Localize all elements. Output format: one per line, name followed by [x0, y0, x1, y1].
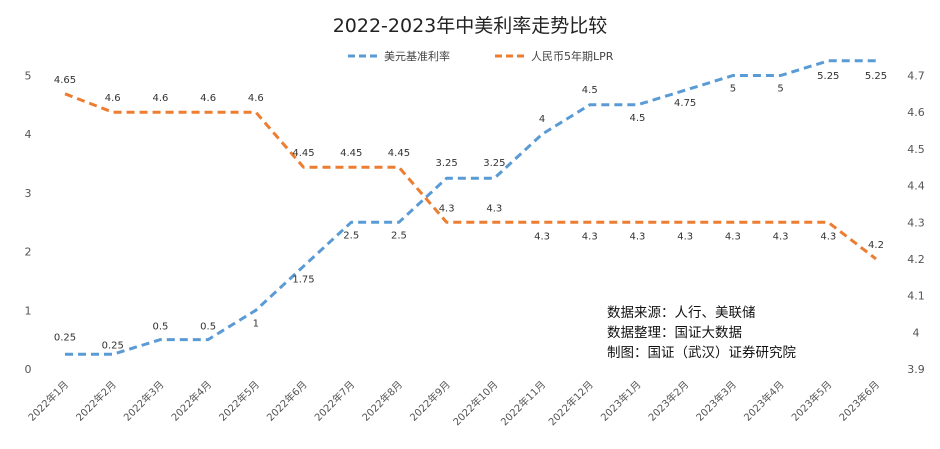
- left-axis: 0 1 2 3 4 5: [25, 70, 32, 377]
- lpr-data-label: 4.3: [534, 231, 550, 242]
- lpr-data-label: 4.45: [292, 148, 314, 159]
- lpr-data-label: 4.6: [248, 93, 264, 104]
- right-tick-label: 4.3: [907, 216, 925, 229]
- right-tick-label: 4.6: [907, 106, 925, 119]
- lpr-data-label: 4.3: [725, 231, 741, 242]
- legend-label-usd: 美元基准利率: [384, 49, 450, 63]
- right-tick-label: 4: [913, 326, 920, 339]
- x-tick-label: 2023年4月: [741, 378, 787, 424]
- chart-title: 2022-2023年中美利率走势比较: [333, 15, 608, 37]
- left-tick-label: 5: [25, 70, 32, 83]
- right-tick-label: 3.9: [907, 363, 925, 376]
- source-notes: 数据来源：人行、美联储 数据整理：国证大数据 制图：国证（武汉）证券研究院: [607, 305, 796, 361]
- x-tick-label: 2023年1月: [598, 378, 644, 424]
- left-tick-label: 4: [25, 128, 32, 141]
- lpr-data-label: 4.3: [630, 231, 646, 242]
- x-tick-label: 2022年9月: [407, 378, 453, 424]
- x-tick-label: 2022年1月: [25, 378, 71, 424]
- x-tick-label: 2023年3月: [693, 378, 739, 424]
- lpr-data-label: 4.45: [340, 148, 362, 159]
- note-source: 数据来源：人行、美联储: [607, 305, 756, 321]
- x-tick-label: 2022年5月: [216, 378, 262, 424]
- right-tick-label: 4.1: [907, 290, 925, 303]
- usd-data-label: 4.5: [630, 113, 646, 124]
- right-axis: 3.9 4 4.1 4.2 4.3 4.4 4.5 4.6 4.7: [907, 70, 925, 377]
- lpr-data-label: 4.3: [820, 231, 836, 242]
- left-tick-label: 2: [25, 246, 32, 259]
- lpr-data-label: 4.3: [582, 231, 598, 242]
- x-tick-label: 2023年6月: [836, 378, 882, 424]
- left-tick-label: 0: [25, 363, 32, 376]
- usd-data-label: 2.5: [343, 230, 359, 241]
- x-tick-label: 2022年12月: [546, 378, 596, 428]
- usd-data-label: 4: [539, 114, 545, 125]
- x-tick-label: 2022年10月: [450, 378, 500, 428]
- lpr-data-label: 4.65: [54, 75, 76, 86]
- lpr-data-label: 4.3: [677, 231, 693, 242]
- lpr-data-label: 4.3: [486, 203, 502, 214]
- note-chart-maker: 制图：国证（武汉）证券研究院: [607, 345, 796, 361]
- note-compiler: 数据整理：国证大数据: [607, 325, 742, 341]
- data-labels: 0.25 0.25 0.5 0.5 1 1.75 2.5 2.5 3.25 3.25 4 4.5 4.5…: [54, 71, 887, 352]
- usd-rate-line: [65, 59, 876, 356]
- usd-data-label: 0.25: [102, 340, 124, 351]
- usd-data-label: 2.5: [391, 230, 407, 241]
- lpr-data-label: 4.6: [200, 93, 216, 104]
- x-tick-label: 2022年2月: [73, 378, 119, 424]
- usd-data-label: 4.75: [674, 98, 696, 109]
- lpr-line: [64, 92, 877, 261]
- left-tick-label: 1: [25, 304, 32, 317]
- x-tick-label: 2022年8月: [359, 378, 405, 424]
- right-tick-label: 4.7: [907, 70, 925, 83]
- usd-data-label: 0.5: [152, 322, 168, 333]
- left-tick-label: 3: [25, 187, 32, 200]
- lpr-data-label: 4.6: [105, 93, 121, 104]
- legend-label-lpr: 人民币5年期LPR: [531, 49, 614, 63]
- series-lines: [64, 59, 877, 356]
- usd-data-label: 0.25: [54, 332, 76, 343]
- usd-data-label: 5.25: [865, 71, 887, 82]
- usd-data-label: 4.5: [582, 85, 598, 96]
- lpr-data-label: 4.3: [773, 231, 789, 242]
- x-axis: 2022年1月 2022年2月 2022年3月 2022年4月 2022年5月 2022年…: [25, 378, 882, 428]
- usd-data-label: 0.5: [200, 322, 216, 333]
- x-tick-label: 2022年11月: [498, 378, 548, 428]
- usd-data-label: 5.25: [817, 71, 839, 82]
- lpr-data-label: 4.2: [868, 240, 884, 251]
- usd-data-label: 3.25: [436, 158, 458, 169]
- right-tick-label: 4.4: [907, 180, 925, 193]
- x-tick-label: 2022年3月: [121, 378, 167, 424]
- chart-legend: 美元基准利率 人民币5年期LPR: [348, 49, 614, 63]
- usd-data-label: 1.75: [292, 274, 314, 285]
- usd-data-label: 5: [777, 84, 783, 95]
- right-tick-label: 4.2: [907, 253, 925, 266]
- usd-data-label: 1: [253, 318, 259, 329]
- lpr-data-label: 4.3: [439, 203, 455, 214]
- x-tick-label: 2022年6月: [264, 378, 310, 424]
- lpr-data-label: 4.6: [152, 93, 168, 104]
- lpr-data-label: 4.45: [388, 148, 410, 159]
- x-tick-label: 2022年4月: [168, 378, 214, 424]
- usd-data-label: 5: [730, 84, 736, 95]
- x-tick-label: 2023年5月: [789, 378, 835, 424]
- x-tick-label: 2022年7月: [312, 378, 358, 424]
- right-tick-label: 4.5: [907, 143, 925, 156]
- x-tick-label: 2023年2月: [645, 378, 691, 424]
- usd-data-label: 3.25: [483, 158, 505, 169]
